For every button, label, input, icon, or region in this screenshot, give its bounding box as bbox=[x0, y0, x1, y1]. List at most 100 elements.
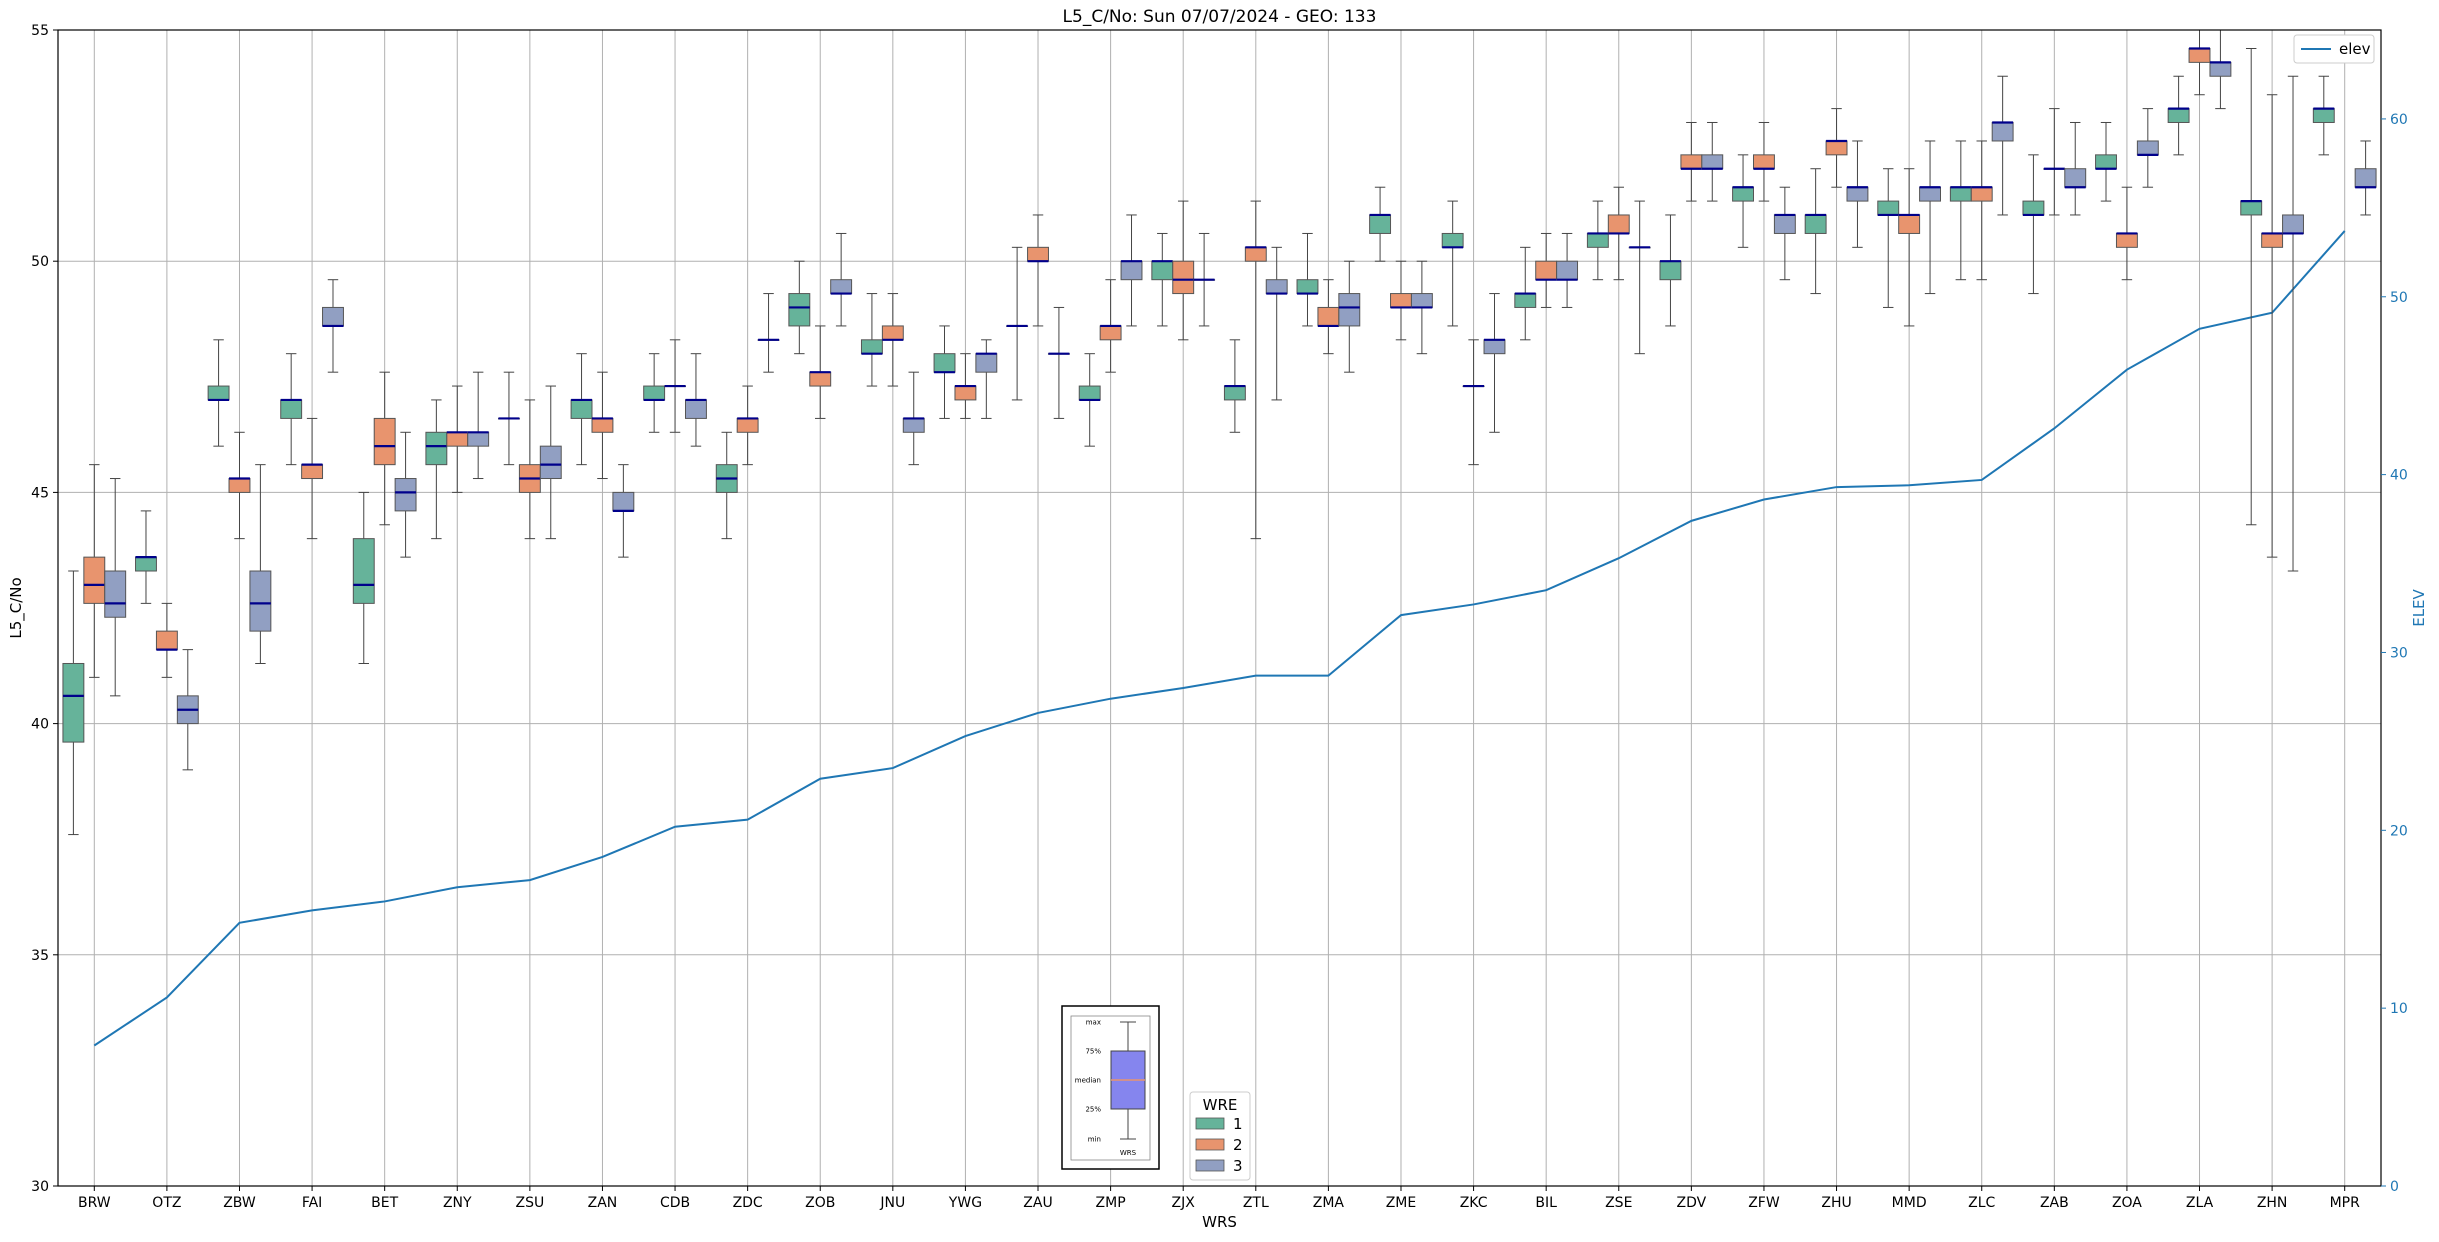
box-zfw-wre2 bbox=[1752, 121, 1775, 202]
box-zbw-wre2 bbox=[228, 431, 251, 540]
box-zab-wre3 bbox=[2064, 121, 2087, 216]
y-tick-label: 30 bbox=[31, 1179, 49, 1195]
box-zme-wre2 bbox=[1390, 260, 1412, 341]
iqr-box bbox=[104, 570, 127, 618]
box-key-inset: max 75% median 25% min WRS bbox=[1061, 1005, 1160, 1170]
iqr-box bbox=[1244, 246, 1267, 262]
box-key-label: 75% bbox=[1085, 1048, 1101, 1056]
iqr-box bbox=[1659, 260, 1682, 281]
x-tick-label: ZMA bbox=[1313, 1195, 1345, 1211]
x-tick-label: MMD bbox=[1892, 1195, 1927, 1211]
box-jnu-wre2 bbox=[881, 293, 904, 387]
iqr-box bbox=[809, 371, 832, 387]
box-mmd-wre2 bbox=[1898, 168, 1921, 327]
elevation-line bbox=[93, 230, 2346, 1047]
box-zhu-wre1 bbox=[1804, 168, 1827, 295]
iqr-box bbox=[1556, 260, 1579, 281]
iqr-box bbox=[1296, 279, 1319, 295]
box-zau-wre1 bbox=[1006, 246, 1029, 401]
iqr-box bbox=[643, 385, 666, 401]
wre-legend-title: WRE bbox=[1203, 1096, 1238, 1114]
box-zmp-wre2 bbox=[1099, 279, 1122, 373]
iqr-box bbox=[207, 385, 230, 401]
box-zlc-wre3 bbox=[1991, 75, 2014, 216]
iqr-box bbox=[322, 306, 344, 327]
box-zdc-wre2 bbox=[736, 385, 759, 466]
box-zdv-wre1 bbox=[1659, 214, 1682, 327]
elevation-layer bbox=[93, 230, 2346, 1047]
box-zdv-wre2 bbox=[1680, 121, 1703, 202]
x-tick-label: ZKC bbox=[1460, 1195, 1488, 1211]
x-tick-label: ZAU bbox=[1023, 1195, 1052, 1211]
box-jnu-wre1 bbox=[860, 293, 883, 387]
box-zme-wre3 bbox=[1410, 260, 1433, 355]
iqr-box bbox=[373, 417, 396, 466]
iqr-box bbox=[1078, 385, 1101, 401]
iqr-box bbox=[1483, 339, 1506, 355]
y2-tick-label: 20 bbox=[2390, 823, 2408, 839]
box-zab-wre2 bbox=[2043, 108, 2066, 216]
iqr-box bbox=[394, 478, 417, 512]
x-tick-label: MPR bbox=[2330, 1195, 2361, 1211]
elevation-legend: elev bbox=[2293, 34, 2375, 64]
box-ywg-wre3 bbox=[975, 339, 998, 419]
x-tick-label: ZMP bbox=[1096, 1195, 1126, 1211]
box-zbw-wre1 bbox=[207, 339, 230, 447]
box-brw-wre1 bbox=[62, 570, 85, 836]
iqr-box bbox=[1338, 293, 1361, 327]
wre-legend-label-3: 3 bbox=[1233, 1157, 1243, 1175]
iqr-box bbox=[301, 464, 324, 480]
box-zhu-wre2 bbox=[1825, 108, 1848, 188]
x-tick-label: ZME bbox=[1386, 1195, 1417, 1211]
iqr-box bbox=[1172, 260, 1195, 295]
iqr-box bbox=[1949, 186, 1972, 202]
elevation-legend-label: elev bbox=[2339, 40, 2371, 58]
iqr-box bbox=[736, 417, 759, 433]
iqr-box bbox=[1732, 186, 1754, 202]
box-key-label: median bbox=[1075, 1077, 1101, 1085]
x-tick-label: BRW bbox=[78, 1195, 111, 1211]
box-zma-wre2 bbox=[1317, 279, 1340, 355]
iqr-box bbox=[2282, 214, 2304, 234]
iqr-box bbox=[1151, 260, 1174, 281]
x-tick-label: ZTL bbox=[1243, 1195, 1269, 1211]
iqr-box bbox=[249, 570, 272, 632]
iqr-box bbox=[954, 385, 977, 401]
iqr-box bbox=[860, 339, 883, 355]
box-zma-wre1 bbox=[1296, 232, 1319, 327]
iqr-box bbox=[83, 556, 106, 604]
box-cdb-wre1 bbox=[643, 353, 666, 433]
box-ztl-wre2 bbox=[1244, 200, 1267, 540]
iqr-box bbox=[1970, 186, 1993, 202]
box-zse-wre1 bbox=[1586, 200, 1609, 281]
x-tick-label: ZNY bbox=[443, 1195, 472, 1211]
iqr-box bbox=[2136, 140, 2159, 156]
y2-tick-label: 60 bbox=[2390, 112, 2408, 128]
iqr-box bbox=[539, 445, 562, 480]
box-mpr-wre3 bbox=[2354, 140, 2377, 216]
iqr-box bbox=[1317, 306, 1340, 327]
iqr-box bbox=[1441, 232, 1464, 248]
grid-layer bbox=[58, 30, 2381, 1186]
iqr-box bbox=[1390, 293, 1412, 308]
x-axis-label: WRS bbox=[1202, 1213, 1237, 1231]
y-tick-label: 35 bbox=[31, 948, 49, 964]
box-zmp-wre3 bbox=[1120, 214, 1143, 327]
iqr-box bbox=[570, 399, 593, 419]
box-zjx-wre3 bbox=[1193, 232, 1216, 327]
iqr-box bbox=[902, 417, 925, 433]
y-tick-label: 55 bbox=[31, 23, 49, 39]
iqr-box bbox=[1898, 214, 1921, 234]
iqr-box bbox=[467, 431, 490, 447]
x-tick-label: BIL bbox=[1535, 1195, 1557, 1211]
box-fai-wre2 bbox=[301, 417, 324, 540]
box-zhu-wre3 bbox=[1846, 140, 1869, 248]
y2-tick-label: 10 bbox=[2390, 1001, 2408, 1017]
box-zfw-wre1 bbox=[1732, 154, 1754, 248]
box-zkc-wre3 bbox=[1483, 293, 1506, 433]
iqr-box bbox=[1919, 186, 1942, 202]
box-zsu-wre1 bbox=[497, 371, 520, 466]
iqr-box bbox=[2209, 61, 2232, 77]
x-tick-label: JNU bbox=[879, 1195, 905, 1211]
